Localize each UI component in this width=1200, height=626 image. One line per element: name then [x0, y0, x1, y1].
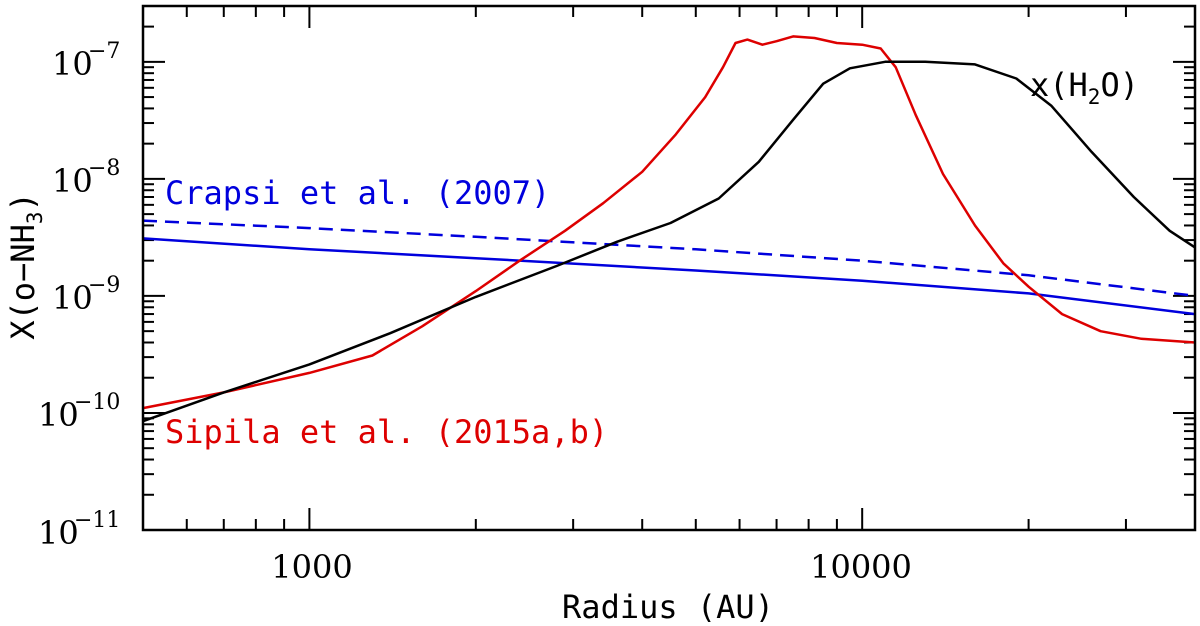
- y-tick-label-1e-8: 10 −8: [52, 156, 120, 200]
- svg-text:−10: −10: [74, 390, 120, 415]
- annotation-sipila: Sipila et al. (2015a,b): [165, 413, 608, 451]
- y-tick-label-1e-11: 10 −11: [38, 508, 120, 552]
- x-axis-label: Radius (AU): [562, 588, 774, 626]
- svg-text:10: 10: [52, 279, 93, 317]
- x-tick-label-1000: 1000: [271, 548, 352, 586]
- series-line-1: [142, 237, 1196, 316]
- y-tick-label-1e-7: 10 −7: [52, 39, 120, 83]
- series-line-2: [142, 35, 1196, 410]
- svg-text:−9: −9: [88, 273, 120, 298]
- plot-frame: [141, 4, 1197, 532]
- series-line-0: [142, 219, 1196, 298]
- y-tick-label-1e-9: 10 −9: [52, 273, 120, 317]
- y-tick-label-1e-10: 10 −10: [38, 390, 120, 434]
- svg-text:10: 10: [52, 45, 93, 83]
- series-layer: [142, 35, 1196, 423]
- svg-text:−7: −7: [88, 39, 120, 64]
- svg-text:−11: −11: [74, 508, 120, 533]
- svg-text:−8: −8: [88, 156, 120, 181]
- svg-text:10: 10: [38, 514, 79, 552]
- x-tick-label-10000: 10000: [810, 548, 912, 586]
- annotation-h2o: x(H2O): [1030, 66, 1139, 109]
- series-line-3: [142, 60, 1196, 423]
- y-axis-label: X(o−NH3): [4, 192, 47, 340]
- annotation-crapsi: Crapsi et al. (2007): [165, 174, 550, 212]
- svg-text:10: 10: [38, 396, 79, 434]
- svg-text:10: 10: [52, 162, 93, 200]
